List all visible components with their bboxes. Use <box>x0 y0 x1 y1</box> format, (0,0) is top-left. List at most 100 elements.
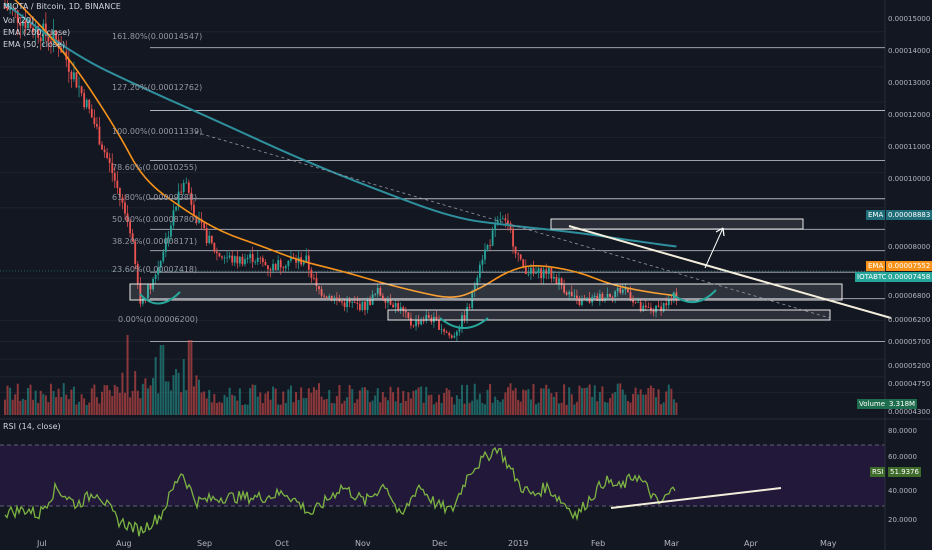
volume-bar <box>649 385 652 415</box>
volume-bar <box>639 389 642 415</box>
volume-bar <box>386 400 389 415</box>
volume-bar <box>460 384 463 415</box>
volume-bar <box>88 402 91 415</box>
support-box-1 <box>129 283 843 301</box>
volume-bar <box>172 375 175 415</box>
candle-body <box>619 287 622 293</box>
month-label: Oct <box>275 539 289 548</box>
volume-bar <box>37 403 40 415</box>
candle-body <box>468 307 471 308</box>
volume-bar <box>483 404 486 415</box>
candle-body <box>295 258 297 263</box>
candle-body <box>195 215 198 223</box>
volume-bar <box>218 401 221 415</box>
bottom-arc-3 <box>671 289 717 303</box>
candle-body <box>410 317 412 326</box>
candle-body <box>73 72 75 80</box>
volume-bar <box>672 399 675 415</box>
volume-bar <box>192 386 195 415</box>
volume-bar <box>272 386 275 415</box>
volume-bar <box>619 383 622 415</box>
candle-body <box>366 300 369 311</box>
candle-body <box>180 191 183 193</box>
volume-bar <box>78 401 81 415</box>
candle-body <box>310 269 313 278</box>
volume-bar <box>323 399 326 415</box>
candle-body <box>313 277 315 279</box>
candle-body <box>185 182 188 184</box>
candle-body <box>535 273 537 274</box>
candle-body <box>624 288 627 290</box>
candle-body <box>650 307 652 311</box>
arrow-head <box>715 227 725 237</box>
fib-label-1618: 161.80%(0.00014547) <box>112 32 203 41</box>
volume-bar <box>376 388 379 415</box>
volume-bar <box>448 390 451 415</box>
volume-bar <box>39 390 42 415</box>
volume-bar <box>560 402 563 415</box>
candle-body <box>512 228 514 247</box>
candle-body <box>52 30 55 43</box>
candle-body <box>568 291 571 295</box>
volume-bar <box>16 383 19 415</box>
candle-body <box>581 299 583 305</box>
candle-body <box>351 302 354 303</box>
candle-body <box>154 274 157 279</box>
candle-body <box>147 284 149 299</box>
volume-bar <box>555 392 558 415</box>
candle-body <box>491 230 494 246</box>
candle-body <box>346 300 349 308</box>
volume-bar <box>330 402 333 415</box>
volume-bar <box>371 400 374 415</box>
fib-label-786: 78.60%(0.00010255) <box>112 163 198 172</box>
volume-bar <box>146 388 149 415</box>
rsi-band <box>0 445 885 506</box>
candle-body <box>238 256 241 264</box>
volume-bar <box>6 385 9 415</box>
volume-bar <box>190 340 193 415</box>
rsi-title[interactable]: RSI (14, close) <box>3 422 61 431</box>
volume-bar <box>519 401 522 415</box>
volume-bar <box>621 389 624 415</box>
candle-body <box>655 305 657 313</box>
candle-body <box>141 298 144 304</box>
candle-body <box>494 224 497 231</box>
candle-body <box>19 22 22 26</box>
candle-body <box>111 162 114 174</box>
candle-body <box>221 256 223 258</box>
candle-body <box>9 8 12 11</box>
indicator-ema200[interactable]: EMA (200, close) <box>3 28 71 37</box>
volume-bar <box>596 401 599 415</box>
volume-bar <box>277 404 280 415</box>
candle-body <box>547 267 550 274</box>
volume-bar <box>550 393 553 415</box>
volume-bar <box>542 388 545 415</box>
volume-bar <box>60 397 63 415</box>
volume-bar <box>573 404 576 415</box>
candle-body <box>228 255 231 258</box>
candle-body <box>259 257 262 259</box>
volume-bar <box>320 396 323 415</box>
candle-body <box>670 298 673 300</box>
volume-bar <box>432 404 435 415</box>
candle-body <box>279 260 282 268</box>
volume-bar <box>72 386 75 415</box>
volume-bar <box>427 395 430 415</box>
volume-bar <box>26 387 29 415</box>
candle-body <box>218 253 221 257</box>
month-label: Feb <box>591 539 606 548</box>
candle-body <box>325 296 328 298</box>
indicator-ema50[interactable]: EMA (50, close) <box>3 40 66 49</box>
candle-body <box>404 311 407 313</box>
volume-bar <box>580 387 583 415</box>
candle-body <box>136 263 139 284</box>
candle-body <box>522 259 525 267</box>
candle-body <box>524 266 527 274</box>
volume-bar <box>397 387 400 415</box>
indicator-vol[interactable]: Vol (20) <box>3 16 34 25</box>
volume-bar <box>642 394 645 415</box>
volume-bar <box>501 399 504 415</box>
candle-body <box>264 261 267 266</box>
volume-bar <box>637 394 640 415</box>
